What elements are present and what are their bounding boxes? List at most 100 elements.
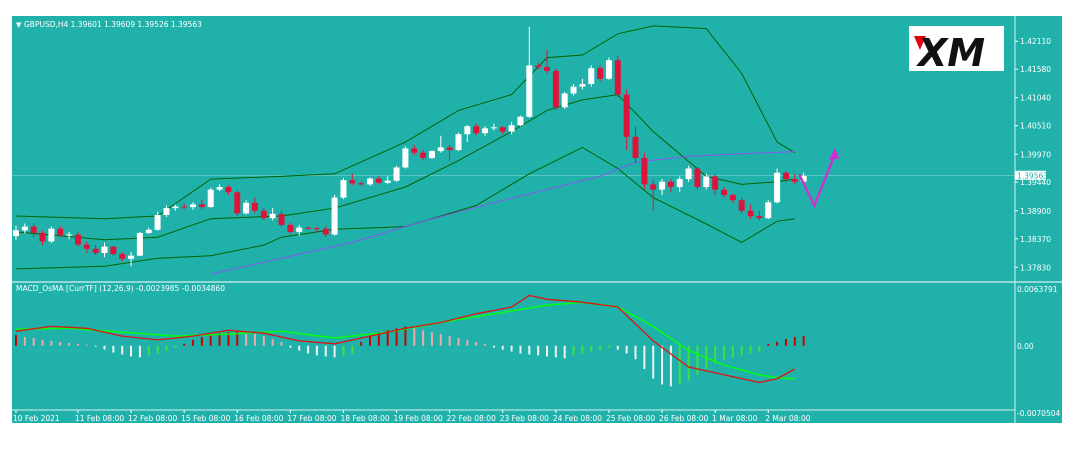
candle-body — [260, 210, 267, 219]
macd-histogram-bar — [484, 343, 487, 346]
candle-body — [659, 181, 666, 190]
candle-body — [331, 197, 338, 235]
macd-histogram-bar — [174, 345, 177, 348]
price-tick-label: 1.40510 — [1020, 122, 1051, 131]
panel-dividers — [12, 16, 1062, 423]
time-tick-label: 18 Feb 08:00 — [340, 414, 389, 423]
bollinger-lower-line — [15, 146, 795, 270]
macd-histogram-bar — [15, 335, 17, 346]
macd-histogram-bar — [652, 345, 655, 379]
symbol-info: GBPUSD,H4 1.39601 1.39609 1.39526 1.3956… — [24, 20, 202, 29]
candle-body — [358, 183, 365, 185]
macd-histogram-bar — [448, 336, 451, 346]
macd-tick-label: 0.00 — [1017, 342, 1034, 351]
macd-histogram-bar — [714, 345, 717, 364]
macd-histogram-bar — [68, 342, 71, 346]
candle-body — [269, 213, 276, 219]
macd-histogram-bar — [404, 326, 407, 346]
bollinger-upper-line — [15, 25, 796, 220]
time-tick-label: 22 Feb 08:00 — [447, 414, 496, 423]
candle-body — [685, 168, 692, 180]
candle-body — [322, 228, 329, 235]
macd-histogram-bar — [262, 336, 265, 346]
macd-histogram-bar — [413, 328, 416, 346]
candle-body — [110, 246, 117, 255]
macd-histogram-bar — [369, 336, 371, 346]
candle-body — [428, 151, 435, 158]
candle-body — [163, 208, 170, 215]
candle-body — [305, 227, 312, 229]
candle-body — [765, 202, 772, 219]
macd-histogram-bar — [537, 345, 540, 356]
macd-histogram-bar — [236, 331, 239, 346]
price-panel[interactable] — [13, 25, 840, 275]
candle-body — [570, 86, 577, 94]
logo-text: XM — [916, 31, 985, 75]
candle-body — [402, 148, 409, 168]
macd-histogram-bar — [165, 345, 168, 351]
candle-body — [526, 65, 533, 117]
macd-histogram-bar — [492, 345, 495, 348]
candle-body — [393, 167, 400, 181]
macd-histogram-bar — [678, 345, 681, 385]
candle-body — [101, 246, 108, 254]
macd-histogram-bar — [50, 340, 53, 346]
macd-histogram-bar — [554, 345, 557, 358]
time-tick-label: 2 Mar 08:00 — [765, 414, 811, 423]
macd-histogram-bar — [59, 341, 62, 346]
price-tag-label: 1.39563 — [1017, 172, 1048, 181]
candle-body — [738, 200, 745, 211]
candle-body — [21, 226, 28, 231]
macd-histogram-bar — [457, 338, 460, 346]
candle-body — [597, 68, 604, 79]
macd-histogram-bar — [731, 345, 734, 358]
candle-body — [623, 94, 630, 137]
candle-body — [13, 230, 19, 237]
macd-histogram-bar — [307, 345, 310, 354]
candle-body — [605, 60, 612, 79]
candle-body — [367, 178, 373, 185]
macd-histogram-bar — [590, 345, 593, 352]
candle-body — [340, 180, 347, 198]
macd-histogram-bar — [360, 341, 363, 346]
macd-histogram-bar — [475, 341, 478, 346]
candle-body — [455, 134, 462, 151]
candle-body — [190, 204, 196, 208]
macd-histogram-bar — [563, 345, 566, 359]
macd-histogram-bar — [103, 345, 106, 350]
forecast-arrow-line — [798, 154, 836, 209]
price-tick-label: 1.41040 — [1020, 94, 1051, 103]
macd-histogram-bar — [271, 338, 274, 346]
forecast-arrow-head — [828, 148, 840, 161]
macd-histogram-bar — [802, 336, 805, 346]
candle-body — [207, 189, 214, 208]
macd-histogram-bar — [661, 345, 664, 385]
macd-histogram-bar — [280, 341, 283, 346]
macd-panel[interactable] — [15, 294, 805, 387]
triangle-down-icon[interactable]: ▼ — [16, 21, 22, 29]
candle-body — [729, 194, 736, 201]
chart-background — [12, 16, 1062, 423]
macd-histogram-bar — [687, 345, 690, 381]
candle-body — [561, 93, 568, 108]
macd-histogram-bar — [324, 345, 327, 357]
candle-body — [349, 180, 356, 184]
time-tick-label: 11 Feb 08:00 — [75, 414, 124, 423]
macd-histogram-bar — [76, 343, 79, 346]
macd-histogram-bar — [439, 334, 442, 346]
macd-histogram-bar — [298, 345, 301, 351]
candle-body — [145, 229, 152, 233]
candle-body — [411, 148, 418, 153]
candle-body — [198, 204, 205, 208]
macd-histogram-bar — [625, 345, 628, 354]
macd-histogram-bar — [510, 345, 513, 352]
price-tag-box — [1015, 170, 1046, 180]
candle-body — [800, 175, 807, 182]
axes: 1.42110 1.41580 1.41040 1.40510 1.39970 1.394… — [13, 37, 1060, 423]
price-tick-label: 1.38370 — [1020, 235, 1051, 244]
moving-average-line — [210, 151, 795, 275]
candle-body — [464, 126, 471, 135]
candle-body — [313, 228, 320, 230]
